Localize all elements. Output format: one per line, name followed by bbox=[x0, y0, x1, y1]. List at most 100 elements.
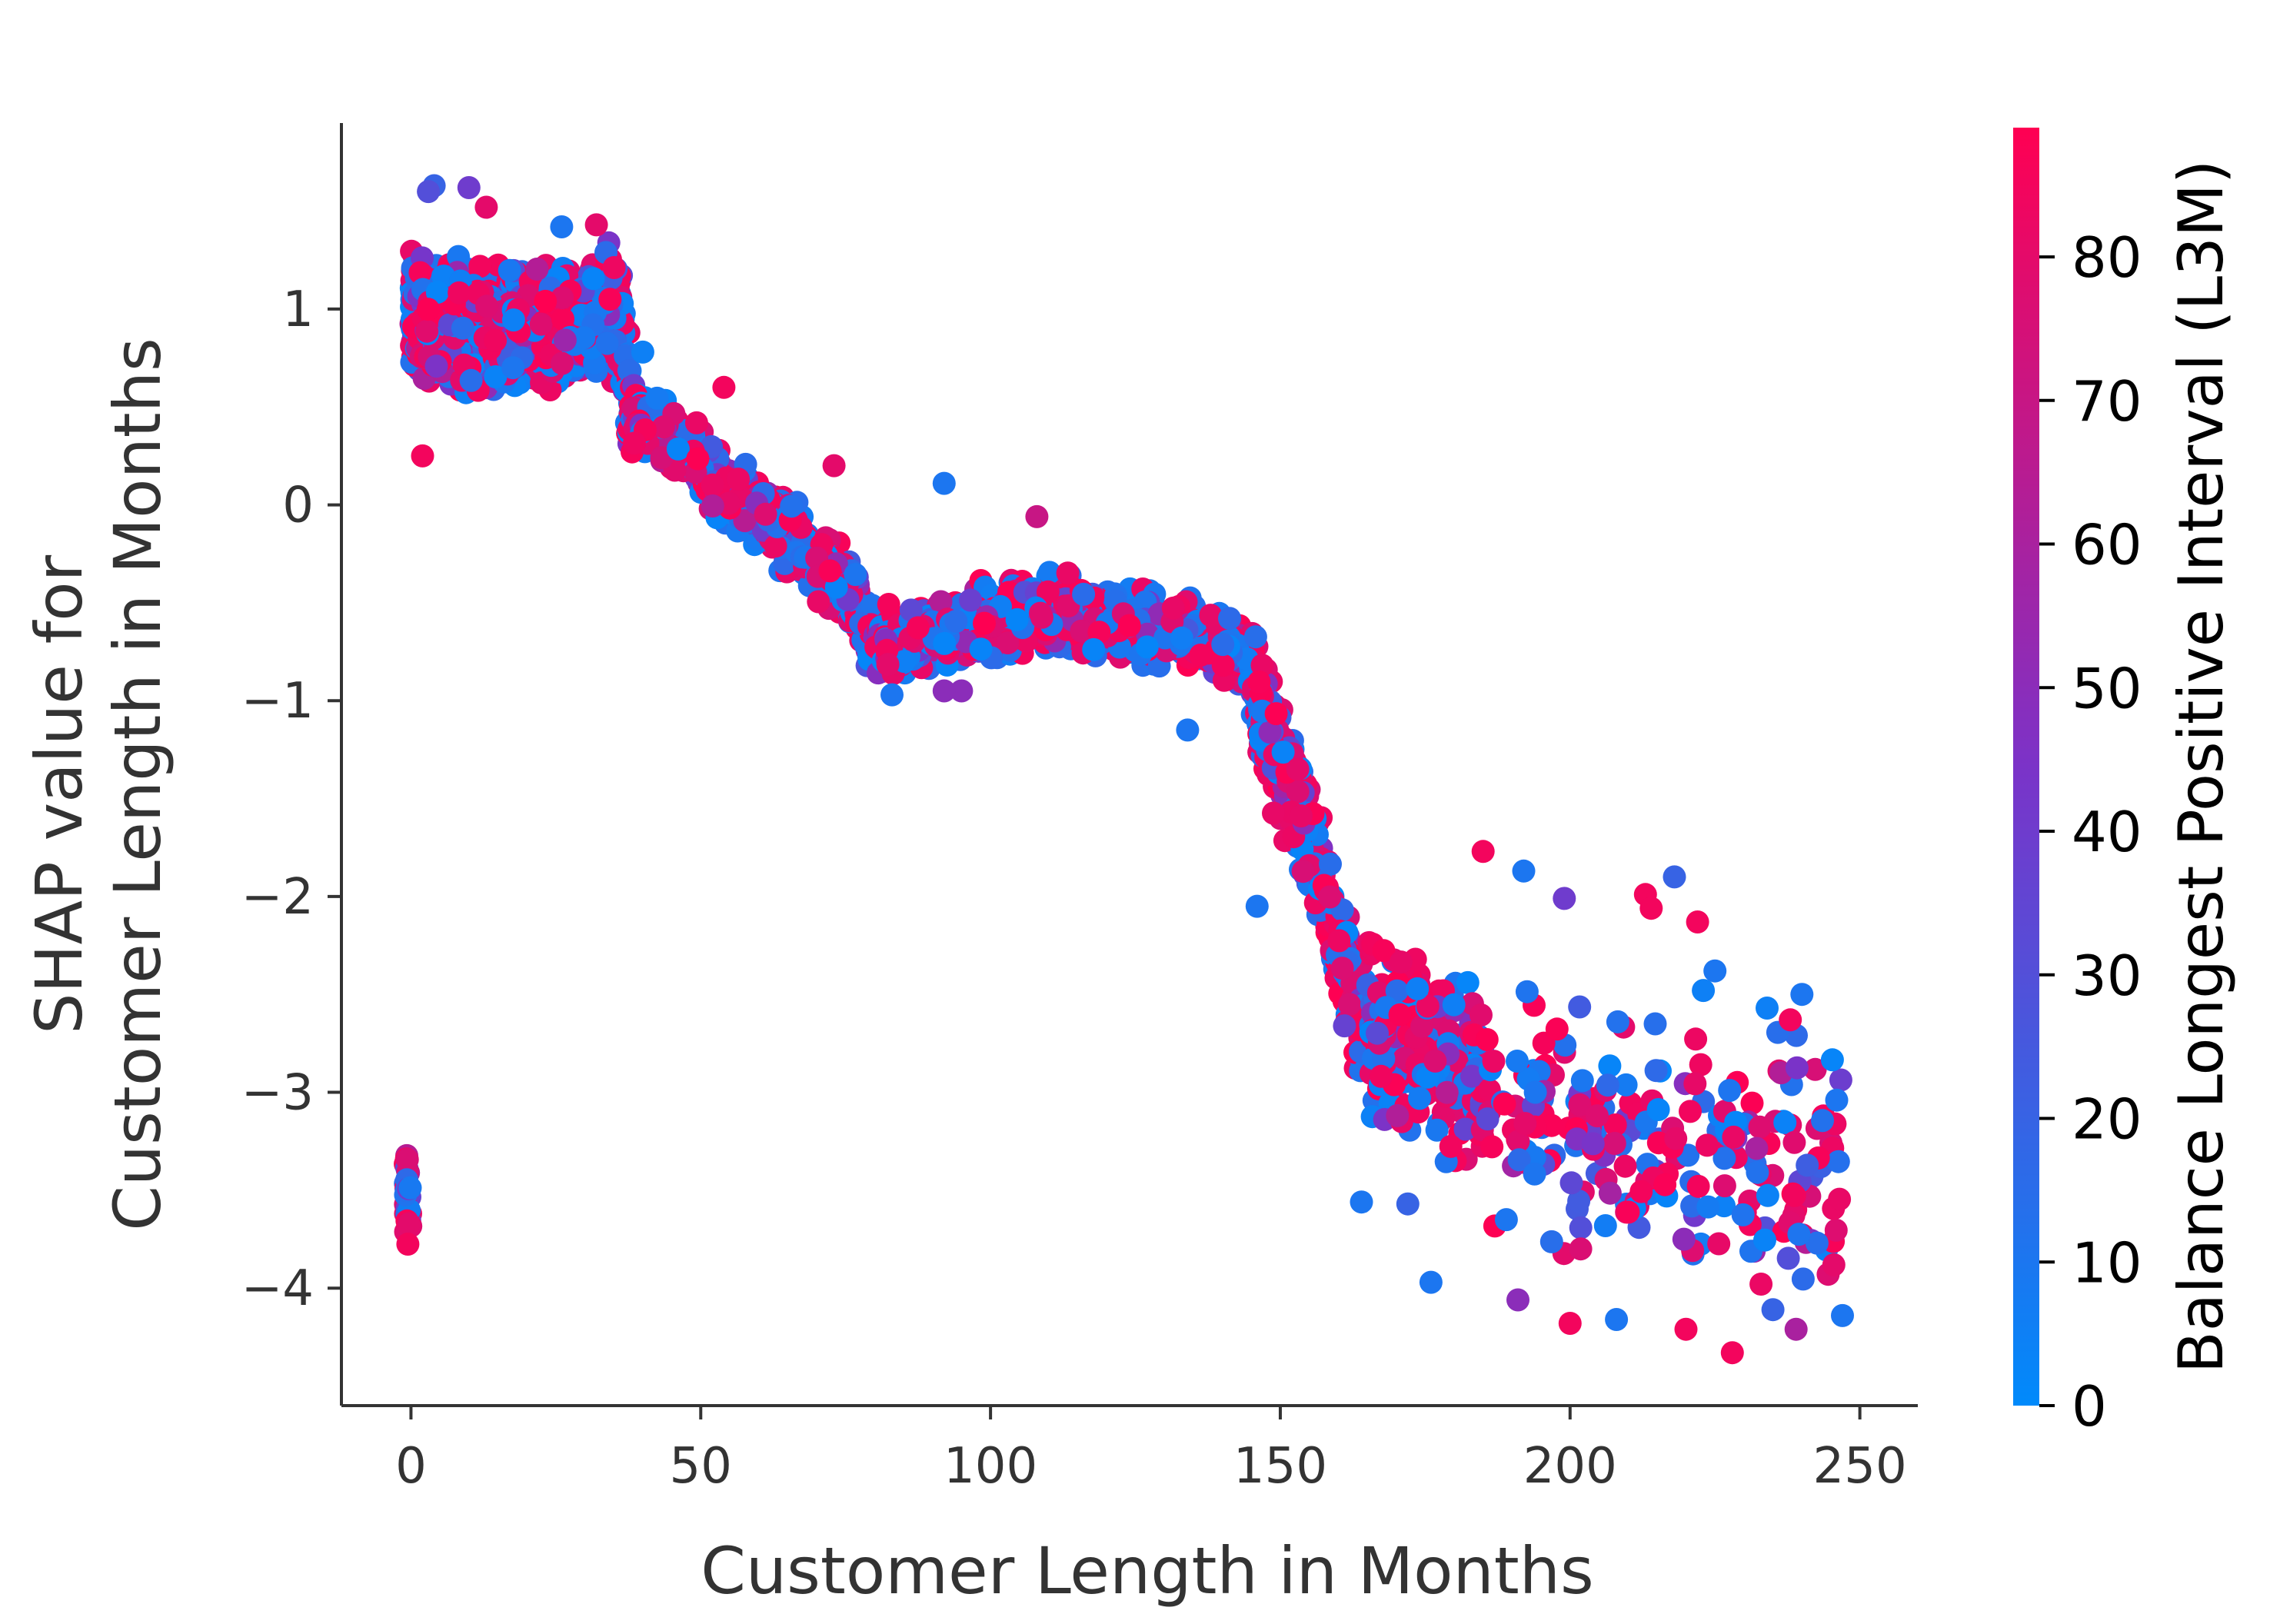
scatter-point bbox=[1470, 1003, 1493, 1027]
scatter-point bbox=[1643, 1012, 1667, 1036]
scatter-point bbox=[1553, 887, 1576, 910]
scatter-point bbox=[1796, 1153, 1819, 1177]
scatter-point bbox=[1686, 1174, 1710, 1198]
scatter-point bbox=[1779, 1008, 1802, 1032]
scatter-point bbox=[1243, 625, 1267, 649]
scatter-point bbox=[1408, 1087, 1431, 1110]
scatter-points bbox=[394, 174, 1854, 1365]
scatter-point bbox=[457, 176, 481, 199]
scatter-point bbox=[1746, 1160, 1769, 1184]
scatter-point bbox=[395, 1148, 419, 1171]
scatter-point bbox=[906, 616, 930, 640]
scatter-point bbox=[1825, 1088, 1849, 1112]
scatter-point bbox=[1740, 1091, 1764, 1115]
colorbar-tick-label: 60 bbox=[2072, 513, 2142, 577]
scatter-point bbox=[1515, 980, 1539, 1003]
scatter-point bbox=[1545, 1017, 1569, 1041]
scatter-point bbox=[1480, 1135, 1504, 1159]
y-axis-title-line-2: Customer Length in Months bbox=[100, 338, 175, 1230]
scatter-point bbox=[950, 679, 974, 703]
colorbar-ticks: 0 10 20 30 40 50 60 70 80 bbox=[2039, 225, 2142, 1439]
scatter-point bbox=[1720, 1341, 1744, 1365]
scatter-point bbox=[1616, 1200, 1640, 1224]
scatter-point bbox=[581, 267, 605, 291]
scatter-point bbox=[1683, 1072, 1707, 1096]
scatter-point bbox=[1396, 1192, 1420, 1216]
scatter-point bbox=[1286, 780, 1310, 804]
y-axis-ticks: 1 0 −1 −2 −3 −4 bbox=[241, 281, 341, 1317]
scatter-point bbox=[1385, 979, 1409, 1003]
scatter-point bbox=[727, 468, 751, 491]
scatter-point bbox=[459, 368, 483, 392]
y-tick-label: 1 bbox=[282, 281, 314, 338]
scatter-point bbox=[959, 588, 983, 612]
scatter-point bbox=[1025, 504, 1049, 528]
scatter-point bbox=[1264, 702, 1288, 726]
scatter-point bbox=[1290, 804, 1313, 828]
scatter-point bbox=[1593, 1214, 1617, 1237]
scatter-point bbox=[1712, 1174, 1736, 1198]
scatter-point bbox=[1539, 1230, 1563, 1253]
scatter-point bbox=[551, 351, 574, 375]
scatter-point bbox=[1333, 1014, 1356, 1038]
scatter-point bbox=[1036, 580, 1060, 604]
scatter-point bbox=[553, 328, 577, 352]
scatter-point bbox=[1581, 1132, 1605, 1156]
scatter-point bbox=[584, 213, 608, 237]
scatter-point bbox=[551, 307, 574, 331]
scatter-point bbox=[468, 255, 492, 278]
scatter-point bbox=[932, 471, 956, 495]
scatter-point bbox=[1753, 1228, 1776, 1252]
scatter-point bbox=[498, 258, 521, 282]
scatter-point bbox=[1271, 740, 1295, 764]
scatter-point bbox=[933, 631, 957, 655]
scatter-point bbox=[877, 593, 900, 616]
scatter-point bbox=[1703, 959, 1727, 983]
scatter-point bbox=[1211, 633, 1235, 657]
scatter-point bbox=[1782, 1130, 1806, 1154]
scatter-point bbox=[1456, 970, 1479, 994]
scatter-point bbox=[929, 590, 953, 614]
colorbar-tick-label: 50 bbox=[2072, 656, 2142, 720]
scatter-point bbox=[1072, 582, 1096, 606]
scatter-point bbox=[451, 316, 474, 340]
colorbar: 0 10 20 30 40 50 60 70 80 Balance Longest Positi… bbox=[2013, 128, 2237, 1439]
y-tick-label: −1 bbox=[241, 673, 314, 730]
scatter-point bbox=[529, 312, 553, 336]
scatter-point bbox=[701, 473, 724, 497]
scatter-point bbox=[973, 611, 996, 635]
scatter-point bbox=[1005, 607, 1029, 631]
scatter-point bbox=[1776, 1246, 1800, 1270]
scatter-point bbox=[1030, 605, 1053, 629]
scatter-point bbox=[1756, 1183, 1779, 1207]
y-tick-label: −2 bbox=[241, 869, 314, 926]
scatter-point bbox=[1598, 1181, 1622, 1205]
scatter-point bbox=[602, 256, 626, 279]
scatter-point bbox=[1435, 1080, 1459, 1104]
scatter-point bbox=[1370, 1064, 1393, 1088]
scatter-point bbox=[631, 340, 654, 364]
x-axis-ticks: 0 50 100 150 200 250 bbox=[395, 1406, 1907, 1495]
scatter-point bbox=[550, 215, 574, 238]
x-tick-label: 50 bbox=[670, 1438, 732, 1495]
scatter-point bbox=[764, 534, 787, 558]
scatter-point bbox=[1745, 1136, 1769, 1160]
scatter-point bbox=[645, 386, 669, 410]
scatter-point bbox=[1722, 1125, 1746, 1149]
scatter-point bbox=[1453, 1117, 1477, 1141]
scatter-point bbox=[1327, 929, 1351, 953]
scatter-point bbox=[1406, 977, 1430, 1000]
scatter-point bbox=[1598, 1054, 1622, 1078]
scatter-point bbox=[1442, 993, 1466, 1017]
scatter-point bbox=[1476, 1107, 1499, 1131]
scatter-point bbox=[1512, 859, 1536, 883]
scatter-point bbox=[860, 594, 884, 617]
scatter-point bbox=[1811, 1109, 1834, 1133]
y-tick-label: 0 bbox=[282, 478, 314, 534]
scatter-point bbox=[1135, 635, 1159, 659]
colorbar-tick-label: 30 bbox=[2072, 943, 2142, 1008]
scatter-point bbox=[1539, 1113, 1563, 1137]
scatter-point bbox=[1569, 1216, 1593, 1240]
scatter-point bbox=[969, 637, 993, 661]
scatter-point bbox=[932, 679, 956, 703]
